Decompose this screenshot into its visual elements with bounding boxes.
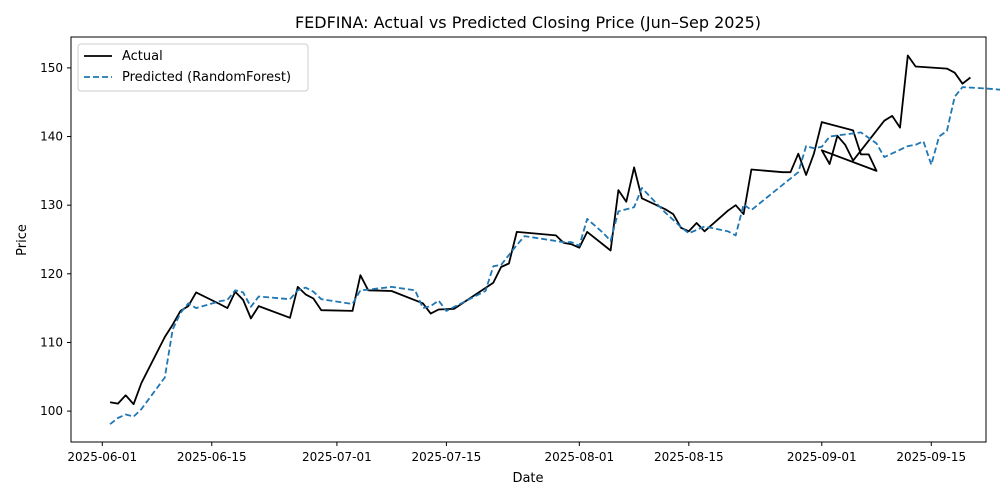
x-axis: 2025-06-01 2025-06-15 2025-07-01 2025-07-15…: [67, 442, 966, 464]
y-tick-label: 140: [40, 130, 63, 144]
x-tick-label: 2025-09-15: [896, 450, 966, 464]
y-tick-label: 150: [40, 61, 63, 75]
plot-frame: [70, 36, 987, 443]
x-axis-label: Date: [512, 471, 543, 486]
y-tick-label: 130: [40, 198, 63, 212]
legend-box: [77, 43, 309, 92]
series-line-0: [109, 54, 971, 406]
y-tick-label: 100: [40, 404, 63, 418]
y-tick-label: 120: [40, 267, 63, 281]
x-tick-label: 2025-06-15: [177, 450, 247, 464]
x-tick-label: 2025-07-15: [412, 450, 482, 464]
y-tick-label: 110: [40, 335, 63, 349]
y-axis-label: Price: [15, 224, 30, 256]
chart-title: FEDFINA: Actual vs Predicted Closing Pri…: [295, 13, 761, 32]
legend: Actual Predicted (RandomForest): [77, 43, 309, 92]
series-line-1: [109, 86, 1000, 425]
series-lines: [109, 54, 1000, 425]
x-tick-label: 2025-07-01: [302, 450, 372, 464]
x-tick-label: 2025-09-01: [787, 450, 857, 464]
x-tick-label: 2025-08-01: [544, 450, 614, 464]
x-tick-label: 2025-06-01: [67, 450, 137, 464]
x-tick-label: 2025-08-15: [654, 450, 724, 464]
y-axis: 100 110 120 130 140 150: [40, 61, 71, 418]
legend-label-1: Predicted (RandomForest): [122, 70, 291, 85]
legend-label-0: Actual: [122, 49, 163, 64]
